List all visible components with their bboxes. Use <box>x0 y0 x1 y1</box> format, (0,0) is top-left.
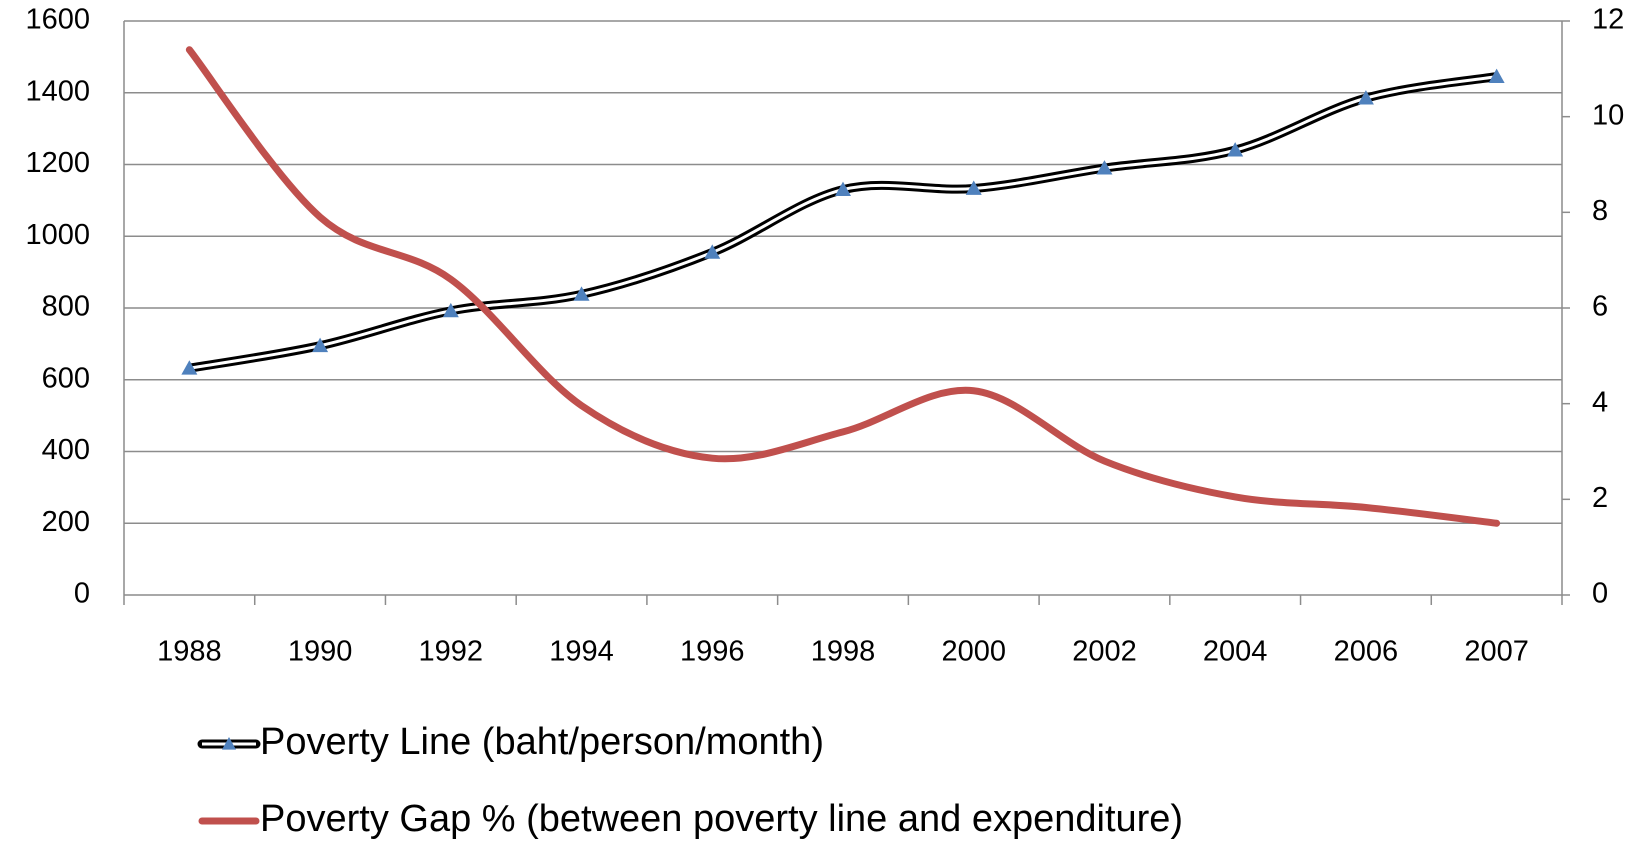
y-tick-label: 1200 <box>25 147 90 179</box>
y2-tick-label: 12 <box>1592 4 1624 36</box>
y2-tick-label: 0 <box>1592 578 1608 610</box>
marker <box>312 337 329 353</box>
y-tick-label: 600 <box>42 362 90 394</box>
y-tick-label: 400 <box>42 434 90 466</box>
marker <box>573 286 590 301</box>
y-tick-label: 0 <box>74 578 90 610</box>
x-tick-label: 1998 <box>811 636 876 668</box>
marker <box>1357 90 1374 105</box>
marker <box>442 302 459 318</box>
x-tick-label: 2004 <box>1203 636 1268 668</box>
x-tick-label: 1990 <box>288 636 353 668</box>
marker <box>704 244 721 259</box>
y-tick-label: 800 <box>42 291 90 323</box>
series-line <box>185 46 1501 527</box>
y2-tick-label: 2 <box>1592 482 1608 514</box>
marker <box>835 181 851 197</box>
y-tick-label: 1400 <box>25 75 90 107</box>
x-tick-label: 1994 <box>549 636 614 668</box>
x-tick-label: 1992 <box>419 636 484 668</box>
marker <box>181 360 198 375</box>
marker <box>1488 68 1505 84</box>
legend-marker <box>222 737 236 750</box>
x-tick-label: 1988 <box>157 636 222 668</box>
series-line-outer <box>188 72 1498 373</box>
y-tick-label: 1000 <box>25 219 90 251</box>
x-tick-label: 2007 <box>1464 636 1529 668</box>
marker <box>965 180 982 195</box>
y2-tick-label: 4 <box>1592 386 1608 418</box>
y-tick-label: 1600 <box>25 4 90 36</box>
x-tick-label: 2000 <box>941 636 1006 668</box>
x-tick-label: 1996 <box>680 636 745 668</box>
y2-tick-label: 6 <box>1592 291 1608 323</box>
y-tick-label: 200 <box>42 506 90 538</box>
marker <box>1096 160 1113 175</box>
legend-text: Poverty Gap % (between poverty line and … <box>260 798 1183 840</box>
y2-tick-label: 10 <box>1592 99 1624 131</box>
x-tick-label: 2002 <box>1072 636 1137 668</box>
marker <box>1227 142 1244 157</box>
y2-tick-label: 8 <box>1592 195 1608 227</box>
x-tick-label: 2006 <box>1334 636 1399 668</box>
legend-text: Poverty Line (baht/person/month) <box>260 721 824 763</box>
